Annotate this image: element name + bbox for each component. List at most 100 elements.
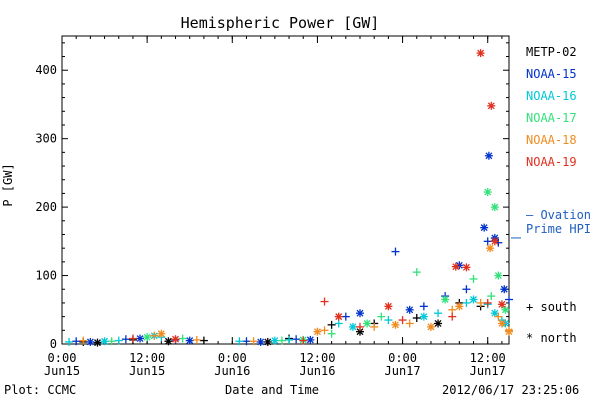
south-symbol: + xyxy=(526,300,534,314)
x-tick-label: 12:00 xyxy=(299,351,335,365)
north-point xyxy=(483,188,492,197)
north-point xyxy=(480,223,489,232)
south-point xyxy=(483,237,492,246)
data-marks xyxy=(65,49,513,347)
x-tick-label-date: Jun17 xyxy=(470,364,506,378)
north-point xyxy=(185,336,194,345)
ovation-label-line: Prime HPI xyxy=(526,222,592,236)
north-point xyxy=(490,203,499,212)
south-point xyxy=(320,326,329,335)
south-point xyxy=(199,336,208,345)
north-label: north xyxy=(540,331,577,345)
north-point xyxy=(348,322,357,331)
footer-xlabel: Date and Time xyxy=(225,383,319,397)
north-point xyxy=(497,300,506,309)
south-point xyxy=(377,312,386,321)
x-tick-label-date: Jun16 xyxy=(299,364,335,378)
y-tick-label: 100 xyxy=(35,269,57,283)
north-point xyxy=(501,305,510,314)
north-point xyxy=(306,335,315,344)
south-point xyxy=(476,298,485,307)
y-axis-label: P [GW] xyxy=(1,163,15,206)
south-point xyxy=(505,295,513,304)
south-point xyxy=(277,336,286,345)
south-point xyxy=(334,319,343,328)
south-point xyxy=(448,305,457,314)
legend-item-metp-02: METP-02 xyxy=(526,45,577,59)
north-point xyxy=(86,337,95,346)
north-point xyxy=(486,244,495,253)
north-symbol: * xyxy=(526,331,534,345)
south-point xyxy=(494,312,503,321)
south-point xyxy=(448,312,457,321)
south-label: south xyxy=(540,300,577,314)
south-point xyxy=(178,334,187,343)
north-point xyxy=(419,312,428,321)
south-point xyxy=(398,316,407,325)
x-tick-label: 12:00 xyxy=(470,351,506,365)
south-point xyxy=(242,337,251,346)
north-point xyxy=(469,295,478,304)
north-point xyxy=(426,322,435,331)
x-tick-label-date: Jun16 xyxy=(214,364,250,378)
south-point xyxy=(150,331,159,340)
north-point xyxy=(434,319,443,328)
south-point xyxy=(405,319,414,328)
north-point xyxy=(100,337,109,346)
x-tick-label: 0:00 xyxy=(388,351,417,365)
axes: 01002003004000:00Jun1512:00Jun150:00Jun1… xyxy=(35,35,510,378)
south-point xyxy=(121,335,130,344)
north-point xyxy=(256,337,265,346)
south-point xyxy=(419,302,428,311)
north-point xyxy=(93,338,102,347)
north-point xyxy=(494,271,503,280)
south-point xyxy=(292,335,301,344)
south-point xyxy=(299,336,308,345)
north-point xyxy=(157,329,166,338)
footer-plot-credit: Plot: CCMC xyxy=(4,383,77,397)
y-tick-label: 200 xyxy=(35,200,57,214)
north-point xyxy=(497,319,506,328)
south-point xyxy=(79,336,88,345)
plot-frame xyxy=(61,35,510,345)
north-point xyxy=(476,49,485,58)
north-point xyxy=(313,327,322,336)
south-point xyxy=(107,337,116,346)
north-point xyxy=(334,312,343,321)
north-point xyxy=(136,334,145,343)
south-point xyxy=(114,336,123,345)
south-point xyxy=(391,247,400,256)
north-point xyxy=(143,333,152,342)
legend-item-noaa-16: NOAA-16 xyxy=(526,89,577,103)
south-point xyxy=(469,274,478,283)
north-point xyxy=(451,262,460,271)
south-point xyxy=(285,335,294,344)
south-point xyxy=(65,337,74,346)
north-point xyxy=(487,101,496,110)
south-point xyxy=(462,285,471,294)
north-point xyxy=(455,302,464,311)
north-point xyxy=(391,320,400,329)
south-point xyxy=(327,329,336,338)
x-tick-label: 0:00 xyxy=(218,351,247,365)
north-point xyxy=(356,309,364,318)
south-point xyxy=(320,297,329,306)
south-point xyxy=(487,292,496,301)
south-point xyxy=(128,334,137,343)
north-point xyxy=(164,337,173,346)
south-point xyxy=(412,268,421,277)
south-point xyxy=(412,313,421,322)
north-marker-legend: * north xyxy=(526,331,577,345)
chart-title: Hemispheric Power [GW] xyxy=(181,14,380,32)
north-point xyxy=(263,337,272,346)
south-point xyxy=(192,335,201,344)
north-point xyxy=(490,309,499,318)
south-point xyxy=(72,337,81,346)
x-tick-label: 12:00 xyxy=(129,351,165,365)
x-tick-label-date: Jun15 xyxy=(129,364,165,378)
north-point xyxy=(405,305,414,314)
x-tick-label-date: Jun15 xyxy=(44,364,80,378)
y-tick-label: 400 xyxy=(35,63,57,77)
